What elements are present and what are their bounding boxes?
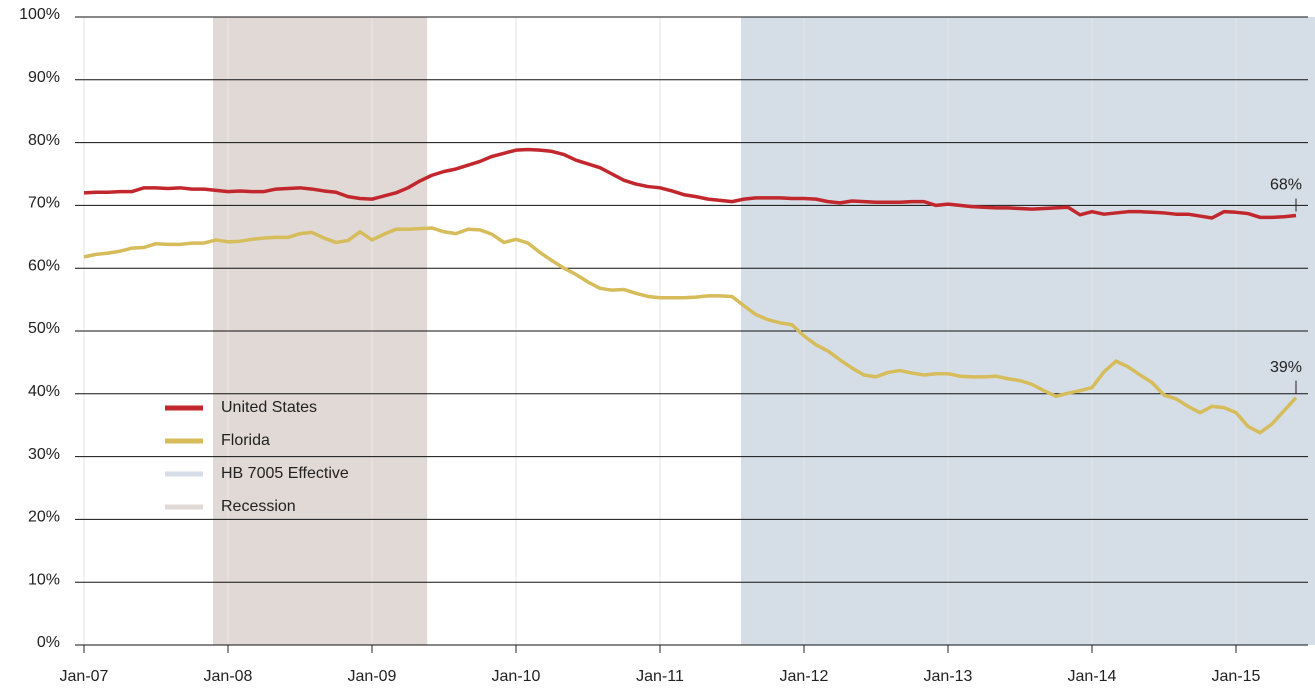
y-tick-label: 20% [28,509,60,526]
y-tick-label: 90% [28,69,60,86]
value-label: 68% [1270,177,1302,194]
y-tick-label: 60% [28,257,60,274]
y-tick-label: 100% [19,6,60,23]
legend-label: HB 7005 Effective [221,465,349,482]
x-tick-label: Jan-14 [1068,668,1117,685]
y-tick-label: 40% [28,383,60,400]
line-series [83,147,1297,220]
x-tick-label: Jan-13 [924,668,973,685]
y-tick-label: 80% [28,132,60,149]
legend-label: Recession [221,498,296,515]
x-tick-label: Jan-07 [60,668,109,685]
x-tick-label: Jan-15 [1212,668,1261,685]
y-tick-label: 0% [37,634,60,651]
x-tick-label: Jan-08 [204,668,253,685]
y-tick-label: 50% [28,320,60,337]
y-tick-label: 30% [28,446,60,463]
legend-label: United States [221,399,317,416]
x-tick-label: Jan-12 [780,668,829,685]
value-label: 39% [1270,359,1302,376]
y-tick-label: 10% [28,571,60,588]
line-series [83,226,1298,435]
x-tick-label: Jan-10 [492,668,541,685]
legend-label: Florida [221,432,270,449]
x-tick-label: Jan-11 [636,668,684,685]
x-tick-label: Jan-09 [348,668,397,685]
y-tick-label: 70% [28,195,60,212]
